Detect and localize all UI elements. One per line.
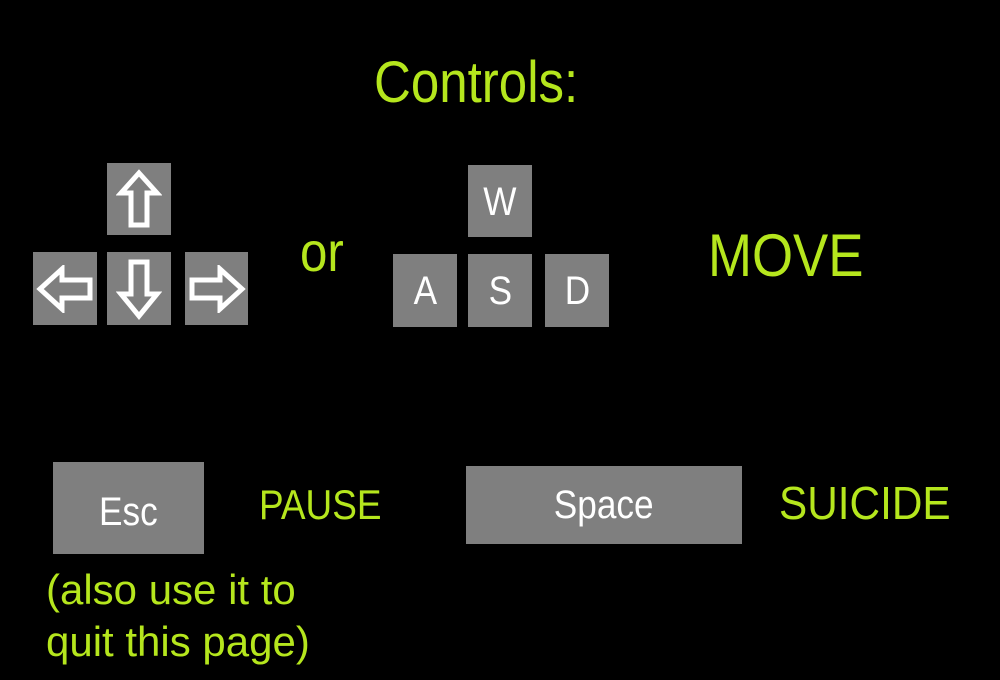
esc-key: Esc — [53, 462, 204, 554]
arrow-up-key — [107, 163, 171, 235]
arrow-left-icon — [36, 264, 93, 313]
d-key: D — [545, 254, 609, 327]
d-key-label: D — [564, 269, 590, 313]
esc-note-line-1: (also use it to — [46, 566, 296, 613]
s-key-label: S — [488, 269, 512, 313]
esc-note-line-2: quit this page) — [46, 618, 310, 665]
a-key-label: A — [413, 269, 437, 313]
arrow-up-icon — [116, 169, 162, 228]
arrow-right-key — [185, 252, 248, 325]
arrow-down-key — [107, 252, 171, 325]
esc-key-label: Esc — [99, 489, 158, 534]
pause-action-label: PAUSE — [259, 481, 382, 528]
space-key: Space — [466, 466, 742, 544]
move-action-label: MOVE — [708, 222, 864, 289]
w-key: W — [468, 165, 532, 237]
a-key: A — [393, 254, 457, 327]
s-key: S — [468, 254, 532, 327]
arrow-right-icon — [189, 264, 246, 313]
arrow-left-key — [33, 252, 97, 325]
page-title: Controls: — [374, 50, 579, 115]
space-key-label: Space — [554, 482, 654, 527]
or-label: or — [300, 220, 344, 283]
esc-note: (also use it to quit this page) — [46, 564, 366, 668]
arrow-down-icon — [116, 259, 162, 320]
suicide-action-label: SUICIDE — [779, 477, 951, 529]
w-key-label: W — [483, 179, 517, 224]
